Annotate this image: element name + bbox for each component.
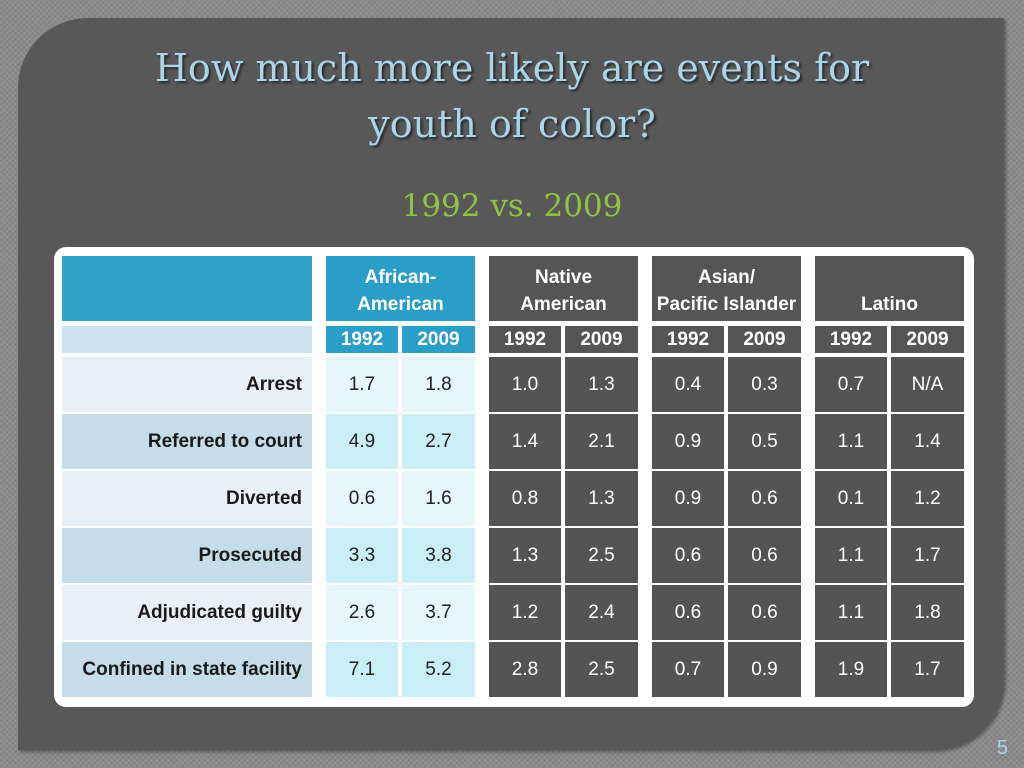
title-line-1: How much more likely are events for <box>154 46 870 90</box>
table-cell: 1.6 <box>402 471 475 526</box>
group-label-line-2: Latino <box>861 294 918 315</box>
table-cell: 0.1 <box>815 471 887 526</box>
table-cell: 0.4 <box>652 357 724 412</box>
data-table: African- American Native American Asian/Paci… <box>54 247 974 707</box>
table-cell: 0.6 <box>652 528 724 583</box>
table-cell: 1.2 <box>891 471 964 526</box>
table-cell: 0.5 <box>728 414 801 469</box>
table-cell: 4.9 <box>326 414 398 469</box>
row-label: Prosecuted <box>62 528 312 583</box>
table-cell: 1.4 <box>891 414 964 469</box>
group-label-line-2: Pacific Islander <box>656 294 797 315</box>
group-label-line-2: American <box>520 294 607 315</box>
year-header: 1992 <box>652 326 724 353</box>
table-cell: 1.7 <box>326 357 398 412</box>
row-label: Confined in state facility <box>62 642 312 697</box>
year-header: 2009 <box>728 326 801 353</box>
row-label: Arrest <box>62 357 312 412</box>
table-cell: 5.2 <box>402 642 475 697</box>
group-label-line-1: African- <box>364 267 437 288</box>
group-label-line-1: Asian/ <box>697 267 756 288</box>
table-cell: 1.3 <box>565 357 638 412</box>
table-cell: 0.6 <box>652 585 724 640</box>
table-cell: 1.7 <box>891 642 964 697</box>
table-cell: 2.4 <box>565 585 638 640</box>
slide-subtitle: 1992 vs. 2009 <box>401 188 623 224</box>
table-cell: 7.1 <box>326 642 398 697</box>
table-cell: 1.1 <box>815 414 887 469</box>
slide-number: 5 <box>996 737 1008 759</box>
table-cell: 1.4 <box>489 414 561 469</box>
table-cell: 2.1 <box>565 414 638 469</box>
table-cell: 0.7 <box>815 357 887 412</box>
table-cell: 2.5 <box>565 528 638 583</box>
table-cell: 2.5 <box>565 642 638 697</box>
row-label: Referred to court <box>62 414 312 469</box>
year-header: 1992 <box>815 326 887 353</box>
title-line-2: youth of color? <box>368 102 656 146</box>
table-cell: 1.1 <box>815 528 887 583</box>
table-cell: 1.3 <box>565 471 638 526</box>
table-cell: 0.3 <box>728 357 801 412</box>
table-cell: 2.8 <box>489 642 561 697</box>
header-latino: Latino <box>815 256 964 321</box>
row-label: Adjudicated guilty <box>62 585 312 640</box>
row-label: Diverted <box>62 471 312 526</box>
header-native-american: Native American <box>489 256 638 321</box>
table-cell: 1.8 <box>891 585 964 640</box>
header-asian-pacific-islander: Asian/Pacific Islander <box>652 256 801 321</box>
table-cell: 1.1 <box>815 585 887 640</box>
slide-title: How much more likely are events for yout… <box>0 40 1024 152</box>
table-cell: 0.6 <box>728 471 801 526</box>
table-cell: 2.6 <box>326 585 398 640</box>
table-cell: 1.3 <box>489 528 561 583</box>
group-label-line-1: Native <box>534 267 593 288</box>
year-header: 2009 <box>565 326 638 353</box>
table-cell: 0.9 <box>728 642 801 697</box>
table-cell: 0.9 <box>652 471 724 526</box>
table-cell: 1.0 <box>489 357 561 412</box>
table-cell: 0.6 <box>728 585 801 640</box>
table-cell: 2.7 <box>402 414 475 469</box>
table-cell: 1.8 <box>402 357 475 412</box>
table-cell: 0.8 <box>489 471 561 526</box>
table-cell: 1.2 <box>489 585 561 640</box>
table-cell: 3.8 <box>402 528 475 583</box>
year-header: 1992 <box>326 326 398 353</box>
table-cell: 3.7 <box>402 585 475 640</box>
table-cell: 1.9 <box>815 642 887 697</box>
group-label-line-2: American <box>357 294 444 315</box>
table-cell: 3.3 <box>326 528 398 583</box>
year-header: 1992 <box>489 326 561 353</box>
table-cell: 0.7 <box>652 642 724 697</box>
header-corner <box>62 256 312 321</box>
year-corner <box>62 326 312 353</box>
table-cell: 0.6 <box>728 528 801 583</box>
table-cell: 0.9 <box>652 414 724 469</box>
year-header: 2009 <box>891 326 964 353</box>
year-header: 2009 <box>402 326 475 353</box>
table-cell: 1.7 <box>891 528 964 583</box>
header-african-american: African- American <box>326 256 475 321</box>
table-cell: 0.6 <box>326 471 398 526</box>
table-cell: N/A <box>891 357 964 412</box>
